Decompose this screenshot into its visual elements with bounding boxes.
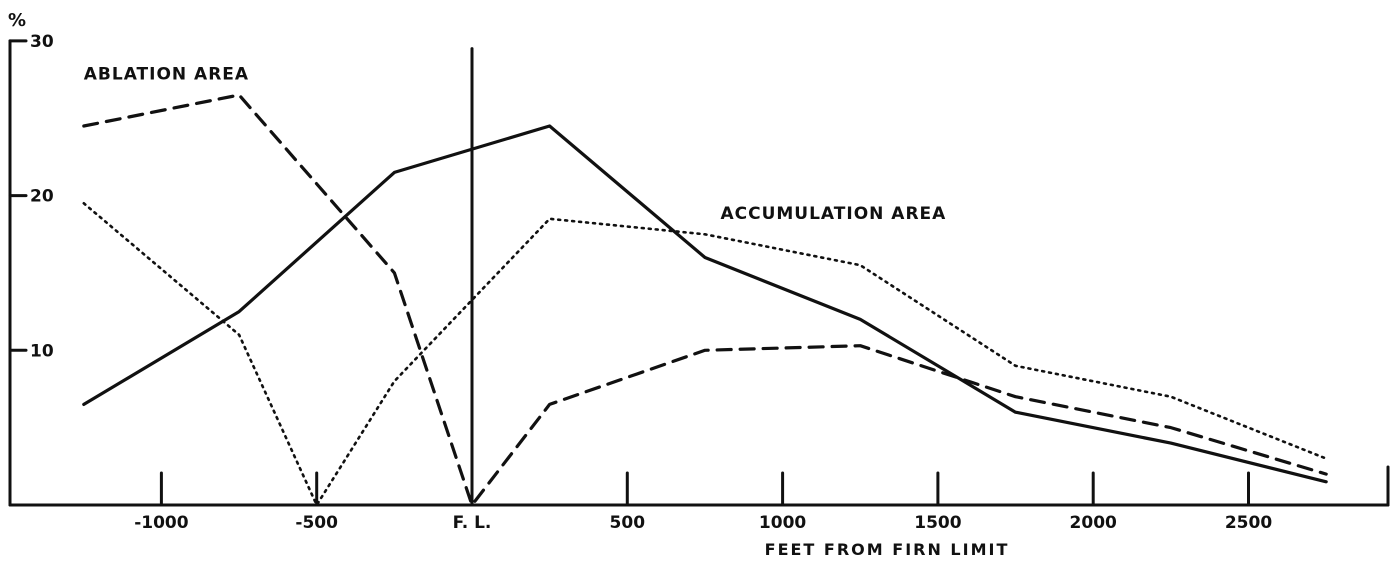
x-tick-label: 2000 xyxy=(1070,513,1117,533)
x-tick-label: 1000 xyxy=(759,513,806,533)
x-tick-label: -1000 xyxy=(134,513,189,533)
x-tick-label: 500 xyxy=(610,513,646,533)
labels: % FEET FROM FIRN LIMIT -1000 -500 F. L. 500… xyxy=(8,10,1272,559)
x-tick-label: 2500 xyxy=(1225,513,1272,533)
series-dotted-line xyxy=(82,202,1328,507)
y-tick-label: 20 xyxy=(30,187,54,207)
y-tick-label: 10 xyxy=(30,341,54,361)
series-lines xyxy=(82,93,1328,507)
x-tick-label: F. L. xyxy=(453,513,492,533)
area-annotation: ABLATION AREA xyxy=(84,65,249,85)
unit-label: % xyxy=(8,10,26,31)
series-solid-line xyxy=(82,124,1328,484)
x-tick-label: 1500 xyxy=(914,513,961,533)
x-tick-label: -500 xyxy=(295,513,338,533)
area-annotation: ACCUMULATION AREA xyxy=(720,204,946,224)
series-dashed-line xyxy=(82,93,1328,507)
y-tick-label: 30 xyxy=(30,32,54,52)
axes xyxy=(8,39,1390,507)
x-axis-title: FEET FROM FIRN LIMIT xyxy=(765,540,1010,559)
